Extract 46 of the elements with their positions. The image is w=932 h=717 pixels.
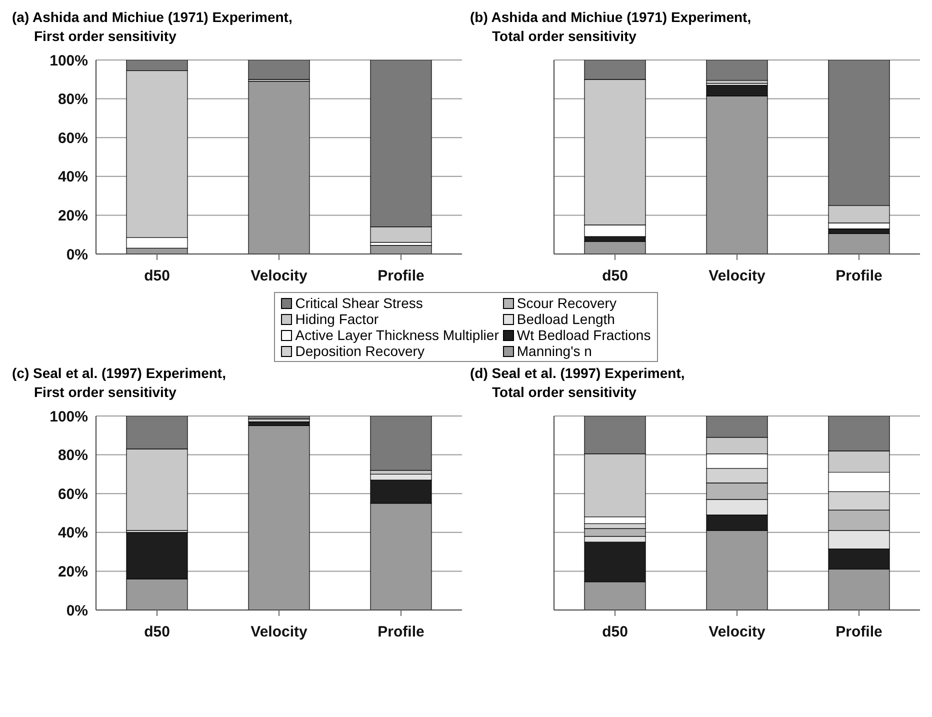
- bar: [584, 241, 646, 254]
- legend-label: Hiding Factor: [294, 311, 380, 327]
- y-tick-label: 0%: [66, 602, 88, 620]
- y-tick-label: 60%: [58, 486, 88, 503]
- x-tick-label: d50: [144, 268, 170, 285]
- chart-subtitle: First order sensitivity: [33, 383, 178, 402]
- bar: [248, 416, 310, 420]
- chart-title: (b) Ashida and Michiue (1971) Experiment,: [470, 8, 752, 27]
- bar: [828, 233, 890, 254]
- x-tick-label: d50: [602, 624, 628, 641]
- legend-label: Wt Bedload Fractions: [516, 327, 651, 343]
- legend-label: Manning's n: [516, 343, 593, 359]
- legend-label: Deposition Recovery: [294, 343, 426, 359]
- x-tick-label: Velocity: [250, 624, 308, 641]
- x-tick-label: Profile: [378, 624, 424, 641]
- x-tick-label: Profile: [378, 268, 424, 285]
- x-tick-label: Velocity: [708, 268, 766, 285]
- legend-label: Bedload Length: [516, 311, 616, 327]
- chart-title: (d) Seal et al. (1997) Experiment,: [470, 364, 686, 383]
- y-tick-label: 20%: [58, 208, 88, 225]
- y-tick-label: 40%: [58, 168, 88, 186]
- chart-subtitle: First order sensitivity: [33, 27, 178, 46]
- chart-subtitle: Total order sensitivity: [491, 27, 638, 46]
- legend-label: Active Layer Thickness Multiplier: [294, 327, 499, 343]
- legend-label: Critical Shear Stress: [294, 295, 424, 311]
- chart-title: (a) Ashida and Michiue (1971) Experiment,: [12, 8, 294, 27]
- x-tick-label: Profile: [836, 624, 882, 641]
- x-tick-label: d50: [602, 268, 628, 285]
- x-tick-label: Profile: [836, 268, 882, 285]
- bar: [370, 416, 432, 471]
- x-tick-label: Velocity: [708, 624, 766, 641]
- y-tick-label: 100%: [50, 408, 88, 426]
- y-tick-label: 80%: [58, 91, 88, 108]
- y-tick-label: 0%: [66, 246, 88, 264]
- y-tick-label: 80%: [58, 447, 88, 464]
- legend-label: Scour Recovery: [516, 295, 618, 311]
- y-tick-label: 40%: [58, 524, 88, 542]
- chart-subtitle: Total order sensitivity: [491, 383, 638, 402]
- y-tick-label: 60%: [58, 130, 88, 147]
- bar: [248, 60, 310, 80]
- x-tick-label: Velocity: [250, 268, 308, 285]
- y-tick-label: 20%: [58, 564, 88, 581]
- bar: [706, 60, 768, 81]
- chart-title: (c) Seal et al. (1997) Experiment,: [12, 364, 227, 383]
- x-tick-label: d50: [144, 624, 170, 641]
- y-tick-label: 100%: [50, 52, 88, 70]
